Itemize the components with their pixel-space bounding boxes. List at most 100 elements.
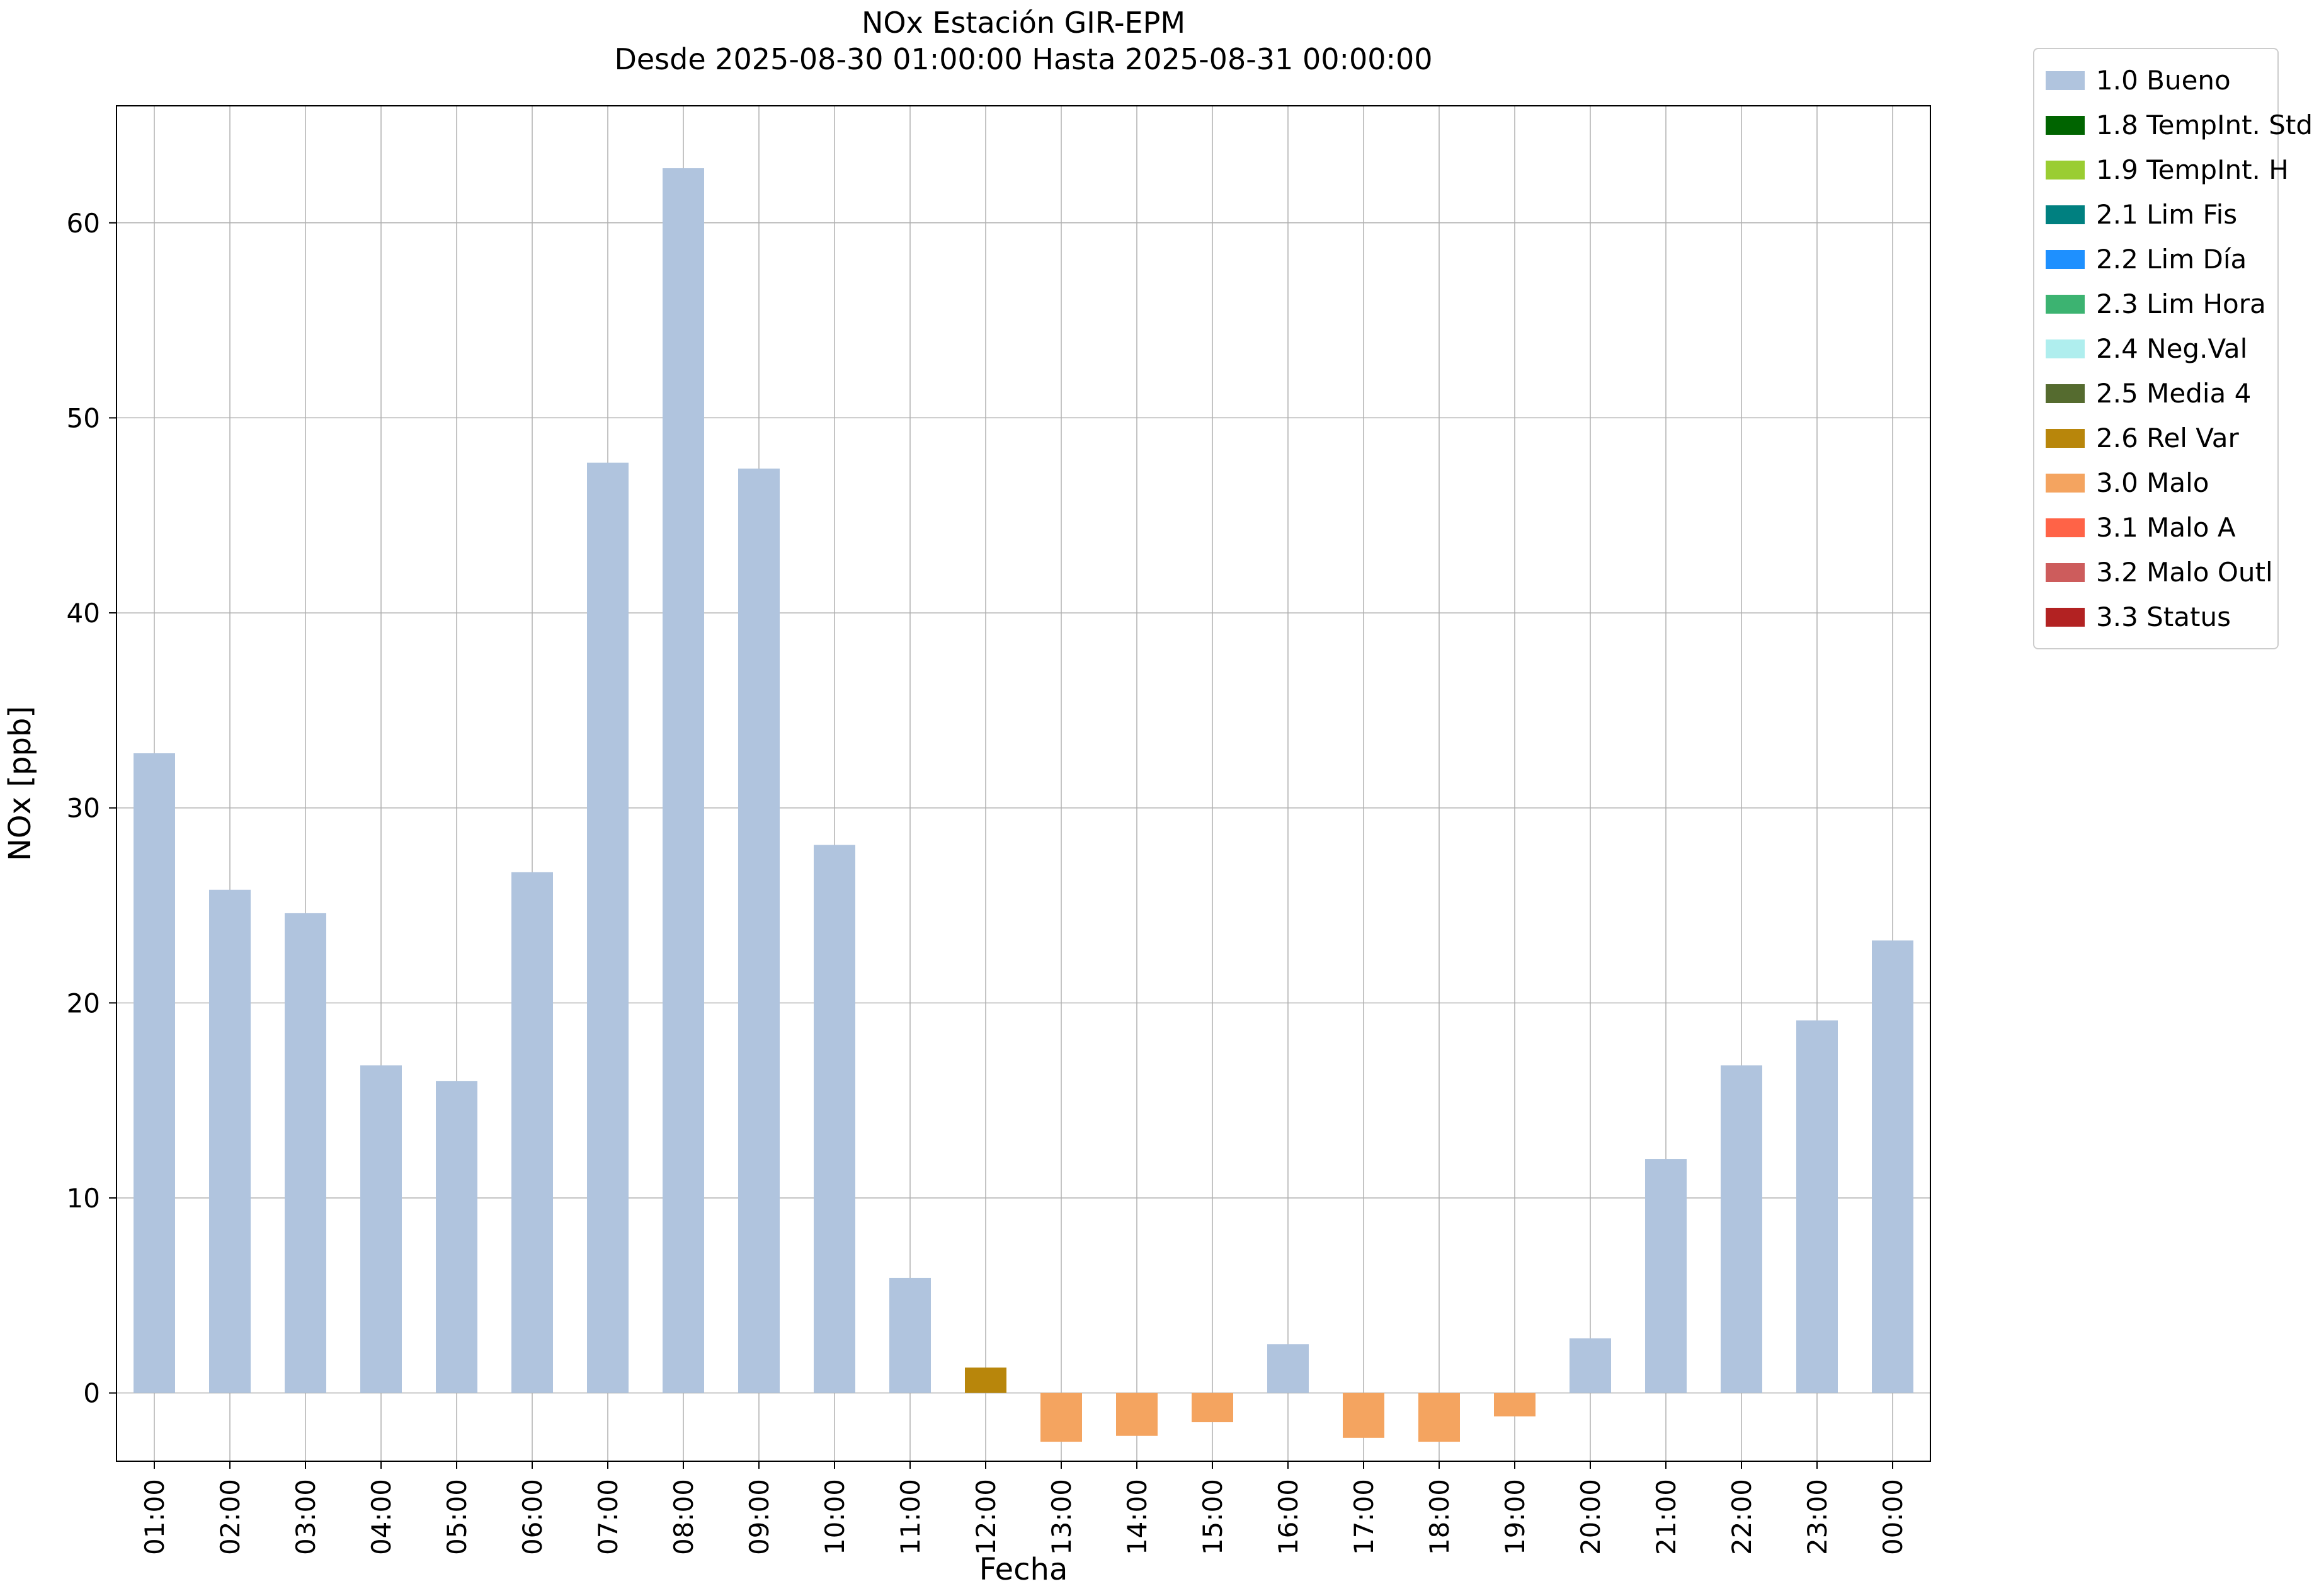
legend-color-swatch: [2046, 160, 2085, 180]
legend-color-swatch: [2046, 339, 2085, 358]
bar-17:00: [1343, 1393, 1384, 1438]
x-tick-label: 20:00: [1575, 1479, 1606, 1555]
x-tick-label: 05:00: [442, 1479, 472, 1555]
tick-marks: [109, 222, 1893, 1469]
x-tick-label: 16:00: [1273, 1479, 1304, 1555]
legend-label: 1.9 TempInt. H: [2096, 154, 2289, 185]
legend-item: 2.2 Lim Día: [2046, 237, 2266, 282]
x-tick-label: 14:00: [1122, 1479, 1153, 1555]
legend-label: 1.8 TempInt. Std: [2096, 110, 2313, 140]
legend: 1.0 Bueno 1.8 TempInt. Std 1.9 TempInt. H 2…: [2033, 48, 2313, 649]
bar-00:00: [1872, 940, 1913, 1393]
legend-label: 3.2 Malo Outl: [2096, 557, 2273, 588]
bar-04:00: [360, 1065, 402, 1393]
x-tick-label: 21:00: [1651, 1479, 1682, 1555]
bar-09:00: [738, 468, 780, 1393]
bar-08:00: [663, 168, 704, 1393]
bar-02:00: [209, 889, 251, 1393]
y-tick-label: 0: [83, 1378, 100, 1409]
x-tick-label: 15:00: [1197, 1479, 1228, 1555]
y-tick-labels: 0 10 20 30 40 50 60: [67, 208, 100, 1409]
legend-item: 3.2 Malo Outl: [2046, 550, 2273, 595]
y-tick-label: 40: [67, 598, 100, 629]
bar-18:00: [1418, 1393, 1460, 1442]
bar-12:00: [965, 1367, 1006, 1393]
x-tick-label: 09:00: [744, 1479, 775, 1555]
legend-label: 3.1 Malo A: [2096, 512, 2236, 543]
legend-color-swatch: [2046, 518, 2085, 537]
chart-subtitle: Desde 2025-08-30 01:00:00 Hasta 2025-08-…: [614, 42, 1432, 76]
legend-item: 3.1 Malo A: [2046, 505, 2266, 550]
legend-label: 2.6 Rel Var: [2096, 423, 2239, 453]
bar-01:00: [134, 753, 175, 1393]
x-tick-label: 23:00: [1802, 1479, 1833, 1555]
legend-color-swatch: [2046, 607, 2085, 627]
bar-13:00: [1040, 1393, 1082, 1442]
x-tick-label: 18:00: [1424, 1479, 1455, 1555]
x-tick-label: 04:00: [366, 1479, 397, 1555]
y-tick-label: 60: [67, 208, 100, 239]
bar-11:00: [889, 1277, 931, 1393]
x-axis-label: Fecha: [979, 1552, 1068, 1587]
legend-color-swatch: [2046, 115, 2085, 135]
bar-22:00: [1721, 1065, 1762, 1393]
legend-color-swatch: [2046, 473, 2085, 493]
x-tick-label: 10:00: [819, 1479, 850, 1555]
bars: [134, 168, 1913, 1442]
legend-item: 3.0 Malo: [2046, 460, 2266, 505]
axes: [116, 105, 1931, 1462]
y-tick-label: 50: [67, 402, 100, 433]
y-axis-label: NOx [ppb]: [3, 706, 38, 861]
bar-14:00: [1116, 1393, 1158, 1436]
bar-16:00: [1267, 1344, 1309, 1393]
bar-15:00: [1192, 1393, 1233, 1423]
bar-20:00: [1570, 1338, 1611, 1393]
bar-23:00: [1796, 1020, 1838, 1393]
legend-item: 2.1 Lim Fis: [2046, 192, 2266, 237]
x-tick-label: 03:00: [290, 1479, 321, 1555]
legend-item: 1.0 Bueno: [2046, 58, 2266, 103]
x-tick-label: 07:00: [593, 1479, 624, 1555]
legend-item: 3.3 Status: [2046, 595, 2266, 639]
x-tick-label: 22:00: [1726, 1479, 1757, 1555]
legend-item: 2.5 Media 4: [2046, 371, 2266, 416]
bar-21:00: [1645, 1159, 1687, 1393]
legend-color-swatch: [2046, 428, 2085, 448]
legend-color-swatch: [2046, 249, 2085, 269]
x-tick-label: 19:00: [1500, 1479, 1530, 1555]
y-tick-label: 20: [67, 988, 100, 1018]
x-tick-label: 06:00: [517, 1479, 548, 1555]
x-tick-label: 08:00: [668, 1479, 699, 1555]
legend-label: 1.0 Bueno: [2096, 65, 2231, 96]
legend-item: 1.8 TempInt. Std: [2046, 103, 2313, 147]
legend-color-swatch: [2046, 384, 2085, 403]
legend-color-swatch: [2046, 294, 2085, 314]
legend-label: 2.1 Lim Fis: [2096, 199, 2238, 230]
legend-label: 3.0 Malo: [2096, 467, 2209, 498]
x-tick-label: 17:00: [1348, 1479, 1379, 1555]
legend-color-swatch: [2046, 71, 2085, 90]
bar-06:00: [511, 872, 553, 1393]
bar-03:00: [285, 913, 326, 1393]
y-tick-label: 30: [67, 793, 100, 824]
x-tick-label: 11:00: [895, 1479, 926, 1555]
legend-color-swatch: [2046, 562, 2085, 582]
legend-item: 2.6 Rel Var: [2046, 416, 2266, 460]
x-tick-label: 01:00: [139, 1479, 170, 1555]
legend-color-swatch: [2046, 205, 2085, 224]
y-tick-label: 10: [67, 1183, 100, 1214]
bar-07:00: [587, 462, 629, 1393]
x-tick-label: 12:00: [971, 1479, 1001, 1555]
legend-label: 2.5 Media 4: [2096, 378, 2252, 409]
legend-item: 1.9 TempInt. H: [2046, 147, 2289, 192]
legend-label: 2.2 Lim Día: [2096, 244, 2247, 275]
x-tick-label: 13:00: [1046, 1479, 1077, 1555]
legend-label: 2.4 Neg.Val: [2096, 333, 2248, 364]
bar-19:00: [1494, 1393, 1536, 1416]
bar-05:00: [436, 1081, 477, 1393]
legend-label: 3.3 Status: [2096, 601, 2231, 632]
plot-border: [116, 105, 1931, 1462]
legend-item: 2.4 Neg.Val: [2046, 326, 2266, 371]
